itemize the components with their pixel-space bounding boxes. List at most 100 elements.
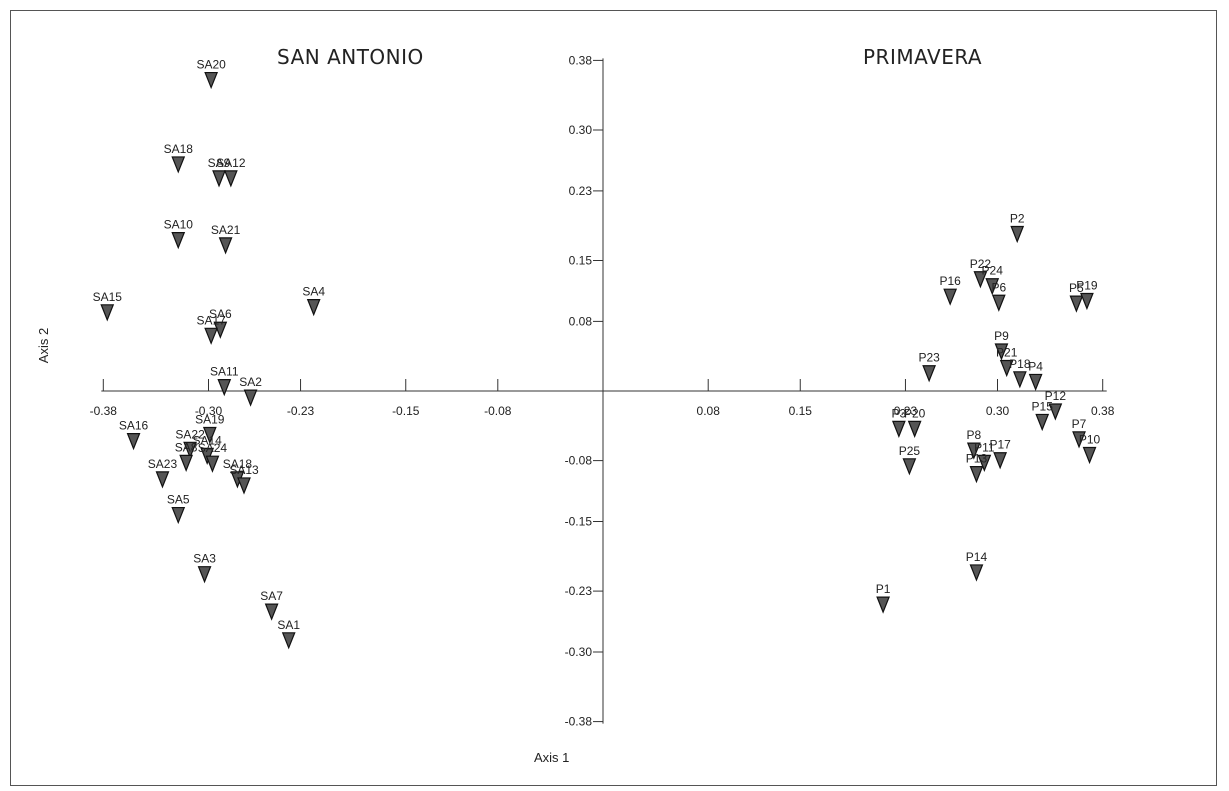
point-label: P11 <box>974 440 995 454</box>
point-label: P18 <box>1009 357 1031 371</box>
data-point <box>973 271 988 289</box>
data-point <box>1069 295 1084 313</box>
x-tick-label: 0.38 <box>1091 404 1115 418</box>
point-label: SA4 <box>302 285 325 299</box>
point-label: P17 <box>989 438 1011 452</box>
point-label: P22 <box>970 257 992 271</box>
y-tick-label: -0.23 <box>565 584 593 598</box>
point-label: P7 <box>1072 417 1087 431</box>
point-label: SA12 <box>216 156 246 170</box>
point-label: P21 <box>996 346 1018 360</box>
x-tick-label: -0.38 <box>90 404 118 418</box>
point-label: SA15 <box>93 290 123 304</box>
group-title-primavera: PRIMAVERA <box>863 45 983 69</box>
point-label: P3 <box>892 406 907 420</box>
data-point <box>1035 413 1050 432</box>
x-tick-label: -0.08 <box>484 404 512 418</box>
point-label: SA6 <box>209 307 232 321</box>
point-label: SA17 <box>196 313 226 327</box>
data-point <box>217 379 232 397</box>
data-point <box>204 71 219 90</box>
data-point <box>126 432 141 451</box>
point-label: P20 <box>904 406 926 420</box>
data-point <box>212 170 226 188</box>
data-point <box>991 294 1006 312</box>
point-label: P10 <box>1079 433 1101 447</box>
x-tick-label: 0.23 <box>894 404 918 418</box>
y-tick-label: 0.15 <box>569 254 593 268</box>
data-point <box>179 454 194 472</box>
data-point <box>907 420 922 439</box>
data-point <box>1080 292 1094 311</box>
point-label: P13 <box>966 452 988 466</box>
point-label: SA20 <box>196 58 226 72</box>
data-point <box>281 632 296 650</box>
data-point <box>876 596 890 614</box>
point-label: P23 <box>918 351 940 365</box>
data-point <box>237 477 251 495</box>
data-point <box>213 321 228 339</box>
data-point <box>943 288 958 306</box>
point-label: P14 <box>966 550 988 564</box>
point-label: SA8 <box>175 440 198 454</box>
point-label: P25 <box>899 444 921 458</box>
data-point <box>969 466 984 484</box>
point-label: P12 <box>1045 389 1067 403</box>
y-tick-label: -0.38 <box>565 715 593 729</box>
data-point <box>306 299 321 317</box>
data-point <box>218 237 233 255</box>
data-point <box>902 458 917 476</box>
point-label: P2 <box>1010 212 1025 226</box>
point-label: SA2 <box>239 375 262 389</box>
point-label: SA24 <box>198 441 228 455</box>
x-tick-label: -0.23 <box>287 404 315 418</box>
point-label: SA5 <box>167 493 190 507</box>
data-point <box>155 471 170 489</box>
data-point <box>969 564 984 582</box>
point-label: SA9 <box>208 156 231 170</box>
data-point <box>1082 446 1097 465</box>
data-point <box>985 278 1000 296</box>
data-point <box>993 452 1008 470</box>
point-label: P9 <box>994 329 1009 343</box>
data-point <box>1010 225 1025 244</box>
data-point <box>999 359 1014 378</box>
x-axis-label: Axis 1 <box>534 750 570 765</box>
point-label: P15 <box>1032 399 1054 413</box>
point-label: SA10 <box>164 218 194 232</box>
point-label: SA18 <box>223 457 253 471</box>
y-tick-label: -0.15 <box>565 515 593 529</box>
data-point <box>204 327 219 345</box>
point-label: SA1 <box>277 618 300 632</box>
point-label: SA11 <box>210 365 239 379</box>
x-tick-label: 0.15 <box>789 404 813 418</box>
point-label: P4 <box>1028 359 1043 373</box>
data-point <box>171 506 186 525</box>
y-tick-label: 0.38 <box>569 53 593 67</box>
x-tick-label: 0.30 <box>986 404 1010 418</box>
point-label: SA21 <box>211 223 241 237</box>
data-point <box>243 389 258 407</box>
data-point <box>171 156 186 174</box>
group-title-san-antonio: SAN ANTONIO <box>277 45 424 69</box>
data-point <box>205 455 220 473</box>
y-tick-label: 0.23 <box>569 184 593 198</box>
data-point <box>1028 373 1043 392</box>
y-tick-label: 0.08 <box>569 314 593 328</box>
data-point <box>891 420 906 439</box>
x-tick-label: -0.30 <box>195 404 223 418</box>
point-label: SA16 <box>119 419 149 433</box>
point-label: SA18 <box>164 142 194 156</box>
data-point <box>1048 403 1063 421</box>
data-point <box>197 566 212 584</box>
y-tick-label: -0.30 <box>565 645 593 659</box>
data-point <box>1072 431 1086 449</box>
point-label: SA23 <box>148 457 178 471</box>
x-tick-label: 0.08 <box>697 404 721 418</box>
data-point <box>1012 371 1027 389</box>
y-tick-label: 0.30 <box>569 123 593 137</box>
data-point <box>922 365 937 383</box>
data-point <box>966 442 981 460</box>
point-label: P8 <box>966 428 981 442</box>
